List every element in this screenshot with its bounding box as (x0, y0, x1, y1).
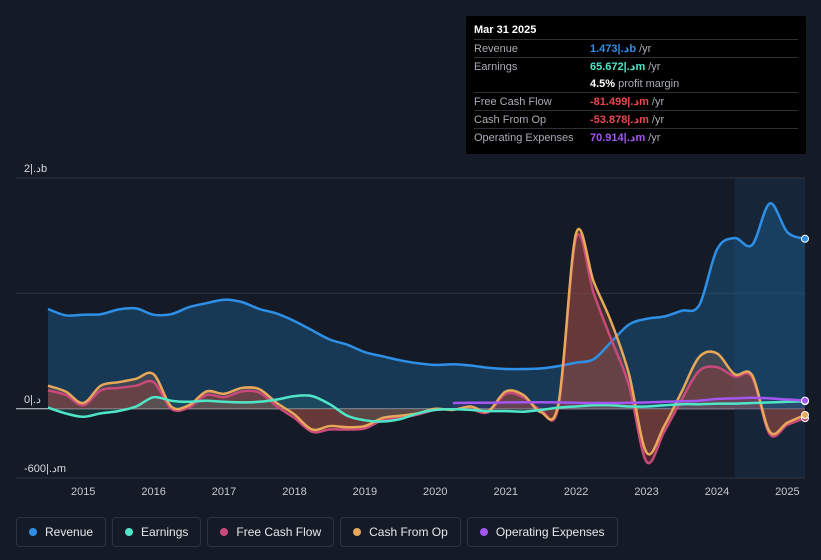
revenue-line (47, 202, 806, 371)
tooltip-value: 1.473|.دb (590, 43, 637, 55)
legend-item-cash-from-op[interactable]: Cash From Op (340, 517, 461, 547)
tooltip-value: -81.499|.دm (590, 96, 649, 108)
legend-dot-icon (125, 528, 134, 536)
tooltip-label: Cash From Op (474, 113, 547, 126)
legend-item-earnings[interactable]: Earnings (112, 517, 202, 547)
legend-label: Revenue (45, 525, 94, 539)
tooltip-value: 70.914|.دm (590, 132, 646, 144)
tooltip-row: Cash From Op -53.878|.دm/yr (474, 110, 798, 128)
tooltip-row: Operating Expenses 70.914|.دm/yr (474, 128, 798, 146)
tooltip-rows: Revenue 1.473|.دb/yr Earnings 65.672|.دm/yr… (474, 39, 798, 146)
chart-end-markers (801, 234, 809, 423)
legend-label: Earnings (141, 525, 189, 539)
legend-dot-icon (29, 528, 37, 536)
legend-label: Free Cash Flow (236, 525, 322, 539)
x-tick-label: 2025 (775, 486, 799, 498)
tooltip-value: 65.672|.دm (590, 61, 646, 73)
revenue-end-point (801, 234, 809, 243)
tooltip-unit: /yr (651, 113, 665, 126)
tooltip-value: -53.878|.دm (590, 114, 649, 126)
tooltip-label: Earnings (474, 60, 518, 73)
y-axis-labels: 2|.دb 0|.د -600|.دm (24, 163, 66, 475)
tooltip-label: Revenue (474, 42, 519, 55)
legend-item-revenue[interactable]: Revenue (16, 517, 107, 547)
operating-expenses-line (452, 396, 806, 405)
operating-expenses-end-point (801, 396, 809, 405)
tooltip-label: Operating Expenses (474, 131, 574, 144)
legend-label: Cash From Op (369, 525, 448, 539)
tooltip-unit: /yr (648, 131, 661, 144)
x-tick-label: 2015 (71, 486, 95, 498)
tooltip-unit: /yr (648, 60, 661, 73)
tooltip-label: Free Cash Flow (474, 95, 552, 108)
tooltip-unit: /yr (639, 42, 652, 55)
earnings-line (47, 394, 806, 423)
x-tick-label: 2022 (564, 486, 588, 498)
tooltip-row: 4.5% profit margin (474, 75, 798, 92)
x-tick-label: 2024 (705, 486, 729, 498)
x-tick-label: 2021 (493, 486, 517, 498)
x-tick-label: 2023 (634, 486, 658, 498)
x-tick-label: 2019 (353, 486, 377, 498)
legend-dot-icon (220, 528, 229, 536)
tooltip-row: Revenue 1.473|.دb/yr (474, 39, 798, 57)
tooltip-unit: profit margin (618, 77, 680, 90)
x-tick-label: 2020 (423, 486, 447, 498)
y-tick-label: -600|.دm (24, 463, 66, 475)
legend-dot-icon (479, 528, 488, 536)
tooltip-row: Earnings 65.672|.دm/yr (474, 57, 798, 75)
tooltip-value: 4.5% (590, 77, 616, 90)
cash-from-op-area (48, 228, 805, 455)
y-tick-label: 2|.دb (24, 163, 47, 175)
legend-item-free-cash-flow[interactable]: Free Cash Flow (207, 517, 335, 547)
legend-label: Operating Expenses (495, 525, 605, 539)
x-axis-labels: 2015 2016 2017 2018 2019 2020 2021 2022 2023 2024… (71, 486, 800, 498)
tooltip-unit: /yr (651, 95, 665, 108)
y-tick-label: 0|.د (24, 394, 41, 406)
x-tick-label: 2016 (141, 486, 165, 498)
chart-lines (47, 202, 806, 465)
data-tooltip: Mar 31 2025 Revenue 1.473|.دb/yr Earnings 6… (466, 16, 806, 154)
legend-dot-icon (353, 528, 362, 536)
earnings-area (48, 395, 805, 422)
legend-item-operating-expenses[interactable]: Operating Expenses (466, 517, 618, 547)
x-tick-label: 2017 (212, 486, 236, 498)
chart-legend: Revenue Earnings Free Cash Flow Cash From O… (16, 517, 618, 547)
x-tick-label: 2018 (282, 486, 306, 498)
tooltip-date: Mar 31 2025 (474, 24, 537, 36)
tooltip-row: Free Cash Flow -81.499|.دm/yr (474, 92, 798, 110)
cash-from-op-end-point (801, 410, 809, 419)
chart-areas (48, 203, 805, 464)
